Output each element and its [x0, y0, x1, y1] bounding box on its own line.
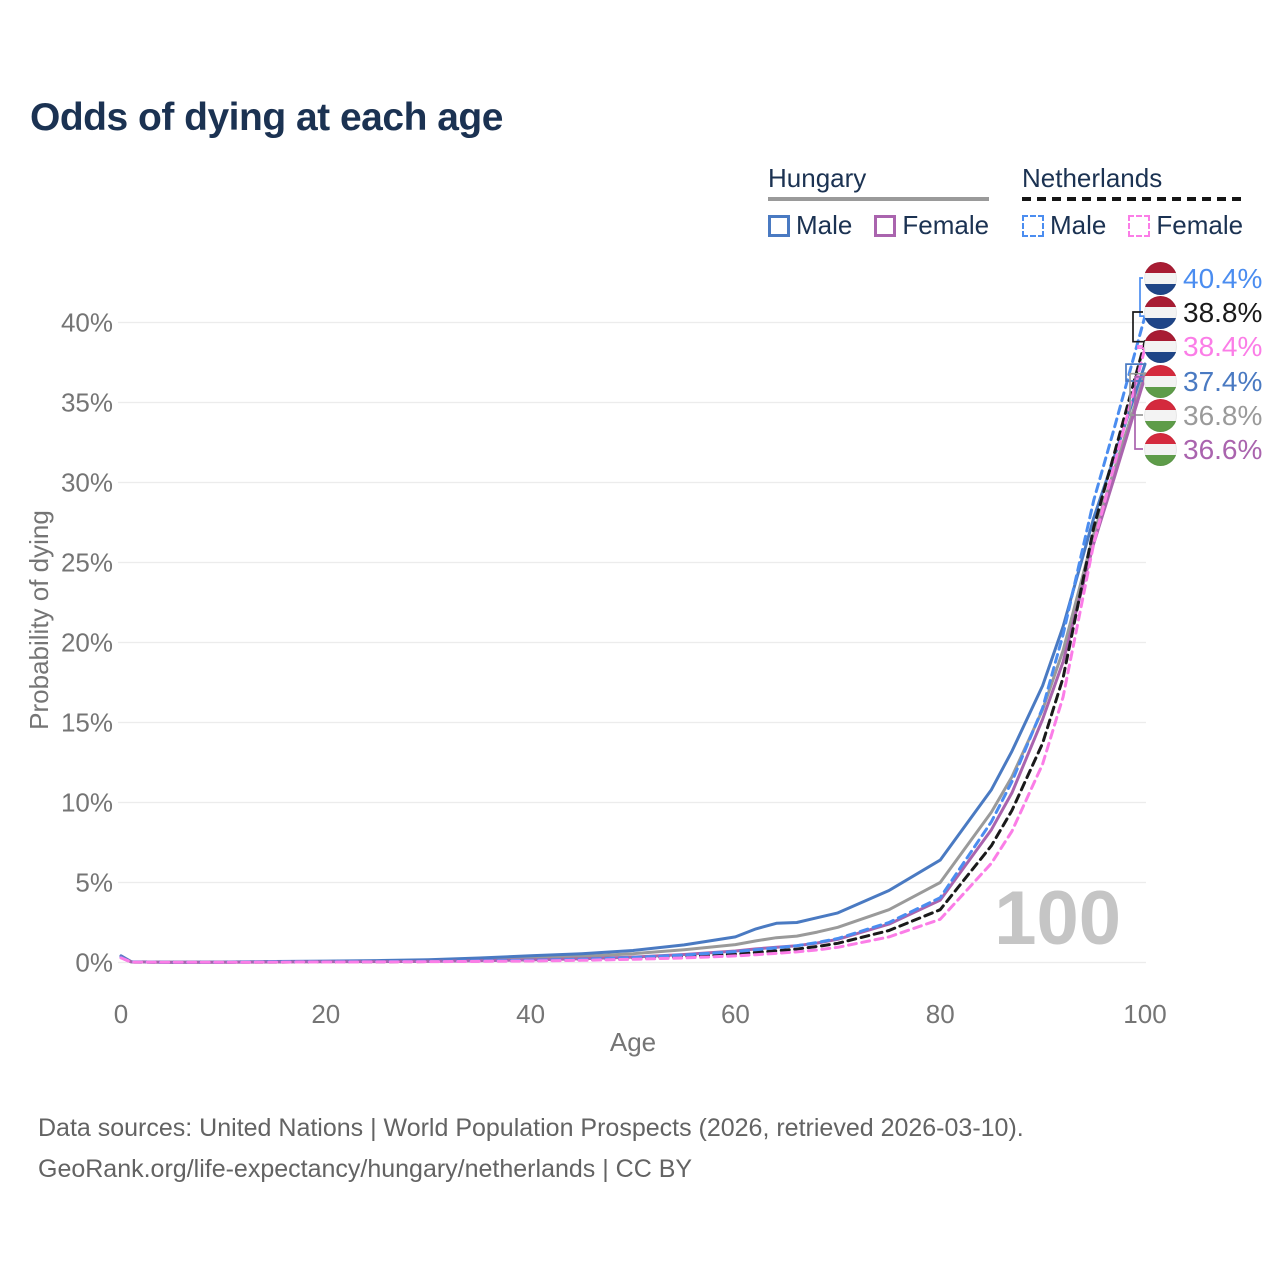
y-tick-label: 35% — [61, 388, 113, 418]
hungary-female-swatch-icon — [874, 214, 897, 237]
x-tick-label: 80 — [926, 999, 955, 1029]
leader-line-netherlands-female — [1137, 345, 1144, 349]
legend-item-label: Male — [796, 210, 853, 240]
hungary-flag-icon — [1144, 398, 1177, 432]
end-label-netherlands-male: 40.4% — [1144, 261, 1262, 295]
end-label-value: 38.4% — [1183, 330, 1263, 362]
legend-item-netherlands-male[interactable]: Male — [1022, 210, 1106, 241]
y-tick-label: 20% — [61, 628, 113, 658]
x-axis-title: Age — [610, 1027, 656, 1057]
legend-item-hungary-female[interactable]: Female — [874, 210, 989, 241]
netherlands-line-style-underline — [1022, 197, 1244, 201]
y-tick-label: 0% — [75, 948, 113, 978]
end-label-value: 38.8% — [1183, 296, 1263, 328]
hungary-flag-icon — [1144, 432, 1177, 466]
legend-item-label: Male — [1050, 210, 1107, 240]
end-label-value: 40.4% — [1183, 262, 1263, 294]
end-label-value: 37.4% — [1183, 365, 1263, 397]
series-line-hungary-female[interactable] — [119, 375, 1147, 964]
page-title: Odds of dying at each age — [30, 96, 503, 139]
series-line-netherlands-both-sexes[interactable] — [119, 340, 1147, 964]
legend-country-hungary: Hungary — [768, 163, 867, 193]
footer: Data sources: United Nations | World Pop… — [38, 1108, 1024, 1190]
series-line-hungary-both-sexes[interactable] — [119, 372, 1147, 964]
legend-item-hungary-male[interactable]: Male — [768, 210, 852, 241]
series-line-netherlands-female[interactable] — [119, 346, 1147, 964]
legend-group-hungary: Hungary Male Female — [768, 163, 990, 241]
footer-data-sources: Data sources: United Nations | World Pop… — [38, 1114, 1024, 1142]
y-tick-label: 25% — [61, 548, 113, 578]
leader-line-hungary-female — [1134, 376, 1144, 450]
x-tick-label: 100 — [1123, 999, 1166, 1029]
legend-country-netherlands: Netherlands — [1022, 163, 1163, 193]
netherlands-flag-icon — [1144, 295, 1177, 329]
y-tick-label: 30% — [61, 468, 113, 498]
netherlands-male-swatch-icon — [1022, 214, 1044, 237]
end-label-hungary-male: 37.4% — [1144, 364, 1262, 398]
hungary-line-style-underline — [768, 197, 990, 201]
legend-item-netherlands-female[interactable]: Female — [1128, 210, 1243, 241]
end-label-netherlands-both-sexes: 38.8% — [1144, 295, 1262, 329]
netherlands-female-swatch-icon — [1128, 214, 1151, 237]
end-label-hungary-female: 36.6% — [1144, 432, 1262, 466]
legend-item-label: Female — [1156, 210, 1244, 240]
watermark-max-age: 100 — [994, 876, 1121, 961]
hungary-male-swatch-icon — [768, 214, 790, 237]
x-tick-label: 40 — [516, 999, 545, 1029]
legend-group-netherlands: Netherlands Male Female — [1022, 163, 1244, 241]
netherlands-flag-icon — [1144, 329, 1177, 363]
netherlands-flag-icon — [1144, 261, 1177, 295]
end-label-value: 36.8% — [1183, 399, 1263, 431]
end-label-hungary-both-sexes: 36.8% — [1144, 398, 1262, 432]
x-tick-label: 0 — [114, 999, 128, 1029]
legend-item-label: Female — [902, 210, 990, 240]
y-tick-label: 5% — [75, 868, 113, 898]
hungary-flag-icon — [1144, 364, 1177, 398]
leader-line-netherlands-both-sexes — [1132, 311, 1144, 343]
x-tick-label: 20 — [311, 999, 340, 1029]
end-label-value: 36.6% — [1183, 433, 1263, 465]
leader-line-netherlands-male — [1139, 277, 1144, 317]
y-tick-label: 10% — [61, 788, 113, 818]
leader-line-hungary-both-sexes — [1129, 372, 1144, 416]
y-tick-label: 40% — [61, 308, 113, 338]
end-label-netherlands-female: 38.4% — [1144, 329, 1262, 363]
x-tick-label: 60 — [721, 999, 750, 1029]
footer-attribution: GeoRank.org/life-expectancy/hungary/neth… — [38, 1155, 693, 1183]
y-tick-label: 15% — [61, 708, 113, 738]
series-line-hungary-male[interactable] — [119, 362, 1147, 964]
y-axis-title: Probability of dying — [24, 510, 54, 730]
